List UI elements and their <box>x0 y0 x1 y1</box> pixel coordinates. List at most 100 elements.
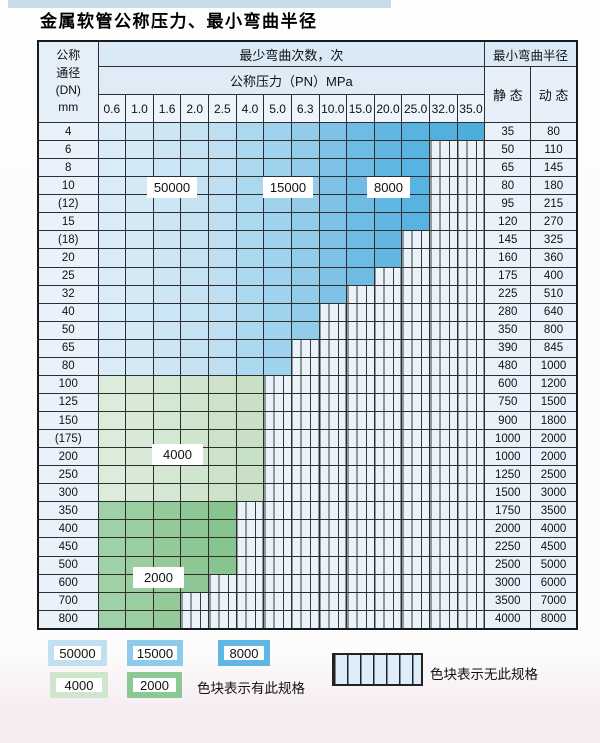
cell-no-spec-hatched <box>429 320 458 340</box>
cell-no-spec-hatched <box>429 410 458 431</box>
cell-spec-available <box>97 356 127 376</box>
cell-spec-available <box>180 537 209 557</box>
cell-spec-available <box>456 121 486 142</box>
cell-spec-available <box>318 194 348 214</box>
cell-spec-available <box>235 266 265 286</box>
cell-no-spec-hatched <box>401 284 430 304</box>
cell-no-spec-hatched <box>456 429 486 449</box>
cell-dynamic: 4500 <box>530 537 578 557</box>
cell-spec-available <box>152 537 182 557</box>
cell-spec-available <box>235 483 265 503</box>
cell-spec-available <box>208 266 237 286</box>
cell-spec-available <box>125 465 154 485</box>
cell-no-spec-hatched <box>290 429 320 449</box>
dn-header-line: 公称 <box>56 48 81 63</box>
cell-spec-available <box>180 320 209 340</box>
cell-spec-available <box>346 230 375 250</box>
cell-spec-available <box>97 483 127 503</box>
static-header: 静 态 <box>484 66 532 123</box>
cell-dn: 15 <box>37 212 99 232</box>
cell-spec-available <box>373 230 403 250</box>
cell-no-spec-hatched <box>318 573 348 593</box>
cell-no-spec-hatched <box>290 483 320 503</box>
cell-static: 2250 <box>484 537 532 557</box>
cell-no-spec-hatched <box>429 248 458 268</box>
cell-spec-available <box>318 158 348 178</box>
cell-no-spec-hatched <box>401 429 430 449</box>
cell-no-spec-hatched <box>290 410 320 431</box>
cell-no-spec-hatched <box>373 591 403 611</box>
cell-spec-available <box>318 266 348 286</box>
region-count-label: 8000 <box>367 177 410 198</box>
cell-no-spec-hatched <box>456 302 486 322</box>
cell-dn: 400 <box>37 519 99 539</box>
cell-no-spec-hatched <box>373 483 403 503</box>
cell-no-spec-hatched <box>429 501 458 521</box>
table-row: 450 2250 4500 <box>37 537 578 557</box>
cell-dn: 10 <box>37 176 99 196</box>
cell-dynamic: 510 <box>530 284 578 304</box>
cell-no-spec-hatched <box>318 356 348 376</box>
table-row: 400 2000 4000 <box>37 519 578 539</box>
cell-no-spec-hatched <box>456 609 486 630</box>
table-row: 80 480 1000 <box>37 356 578 376</box>
pressure-header-cell: 2.5 <box>208 94 237 123</box>
cell-no-spec-hatched <box>456 392 486 413</box>
cell-no-spec-hatched <box>318 338 348 358</box>
cell-no-spec-hatched <box>346 483 375 503</box>
cell-spec-available <box>208 501 237 521</box>
cell-no-spec-hatched <box>429 140 458 160</box>
cell-spec-available <box>373 158 403 178</box>
cell-spec-available <box>290 230 320 250</box>
cell-spec-available <box>125 429 154 449</box>
cell-spec-available <box>180 410 209 431</box>
cell-no-spec-hatched <box>290 501 320 521</box>
cell-no-spec-hatched <box>346 320 375 340</box>
cell-spec-available <box>180 392 209 413</box>
cell-spec-available <box>401 158 430 178</box>
bend-cycles-header: 最少弯曲次数，次 <box>97 40 486 67</box>
cell-no-spec-hatched <box>346 374 375 394</box>
cell-no-spec-hatched <box>401 537 430 557</box>
cell-spec-available <box>208 519 237 539</box>
cell-no-spec-hatched <box>373 266 403 286</box>
cell-no-spec-hatched <box>346 537 375 557</box>
cell-dynamic: 4000 <box>530 519 578 539</box>
cell-dynamic: 800 <box>530 320 578 340</box>
cell-spec-available <box>180 519 209 539</box>
cell-spec-available <box>152 338 182 358</box>
cell-spec-available <box>180 284 209 304</box>
cell-spec-available <box>373 140 403 160</box>
pressure-header-cell: 35.0 <box>456 94 486 123</box>
cell-no-spec-hatched <box>429 194 458 214</box>
legend-swatch: 50000 <box>48 640 107 666</box>
cell-no-spec-hatched <box>401 266 430 286</box>
cell-no-spec-hatched <box>235 537 265 557</box>
cell-spec-available <box>180 248 209 268</box>
cell-spec-available <box>263 248 292 268</box>
cell-dynamic: 7000 <box>530 591 578 611</box>
cell-no-spec-hatched <box>429 266 458 286</box>
cell-spec-available <box>235 465 265 485</box>
cell-dn: 150 <box>37 410 99 431</box>
cell-no-spec-hatched <box>373 501 403 521</box>
cell-spec-available <box>208 121 237 142</box>
cell-no-spec-hatched <box>263 465 292 485</box>
cell-no-spec-hatched <box>373 537 403 557</box>
cell-no-spec-hatched <box>263 483 292 503</box>
table-row: 300 1500 3000 <box>37 483 578 503</box>
cell-no-spec-hatched <box>456 591 486 611</box>
cell-spec-available <box>152 284 182 304</box>
cell-spec-available <box>235 158 265 178</box>
pressure-header-cell: 0.6 <box>97 94 127 123</box>
cell-spec-available <box>208 212 237 232</box>
legend-swatch: 4000 <box>50 672 108 698</box>
pressure-header-cell: 25.0 <box>401 94 430 123</box>
cell-spec-available <box>180 158 209 178</box>
cell-spec-available <box>263 284 292 304</box>
cell-spec-available <box>346 248 375 268</box>
cell-no-spec-hatched <box>346 284 375 304</box>
cell-spec-available <box>263 356 292 376</box>
cell-no-spec-hatched <box>318 591 348 611</box>
cell-dn: 8 <box>37 158 99 178</box>
